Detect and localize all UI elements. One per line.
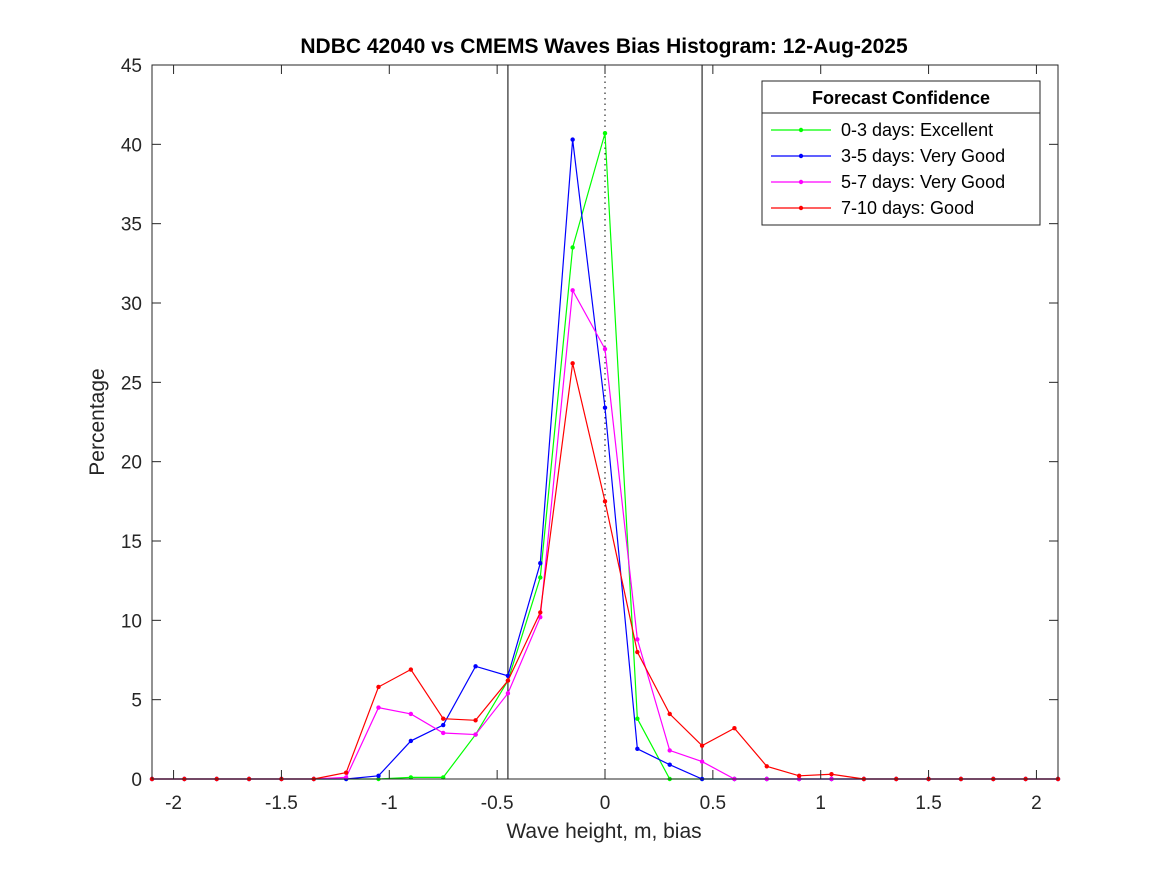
x-axis: -2 -1.5 -1 -0.5 0 0.5 1 1.5 2 [165,65,1042,814]
data-point [635,716,640,721]
y-axis-label: Percentage [86,368,109,475]
data-point [408,667,414,672]
chart-title: NDBC 42040 vs CMEMS Waves Bias Histogram… [300,35,908,58]
data-point [570,245,575,250]
legend-swatch-marker [798,205,804,211]
data-point [505,678,511,683]
data-point [473,664,478,669]
data-point [602,405,608,410]
legend-swatch-marker [798,127,804,133]
legend-label: 3-5 days: Very Good [841,146,1005,166]
data-point [505,691,511,696]
data-point [376,773,381,779]
legend-title: Forecast Confidence [812,88,990,108]
legend-box [761,80,1041,226]
data-point [699,759,705,764]
legend-label: 5-7 days: Very Good [841,172,1005,192]
y-tick-label: 30 [121,294,142,315]
data-point [667,762,672,767]
y-tick-label: 25 [121,373,142,394]
legend-item: 3-5 days: Very Good [771,146,1005,166]
data-point [408,711,414,717]
x-tick-label: -2 [165,793,182,814]
x-tick-label: -0.5 [481,793,514,814]
y-tick-label: 20 [121,453,142,474]
y-tick-label: 35 [121,215,142,236]
data-point [343,770,349,775]
data-point [667,711,672,717]
data-point [473,718,478,723]
legend-item: 0-3 days: Excellent [771,120,993,140]
y-tick-label: 40 [121,135,142,156]
data-point [796,773,802,779]
legend-swatch-marker [798,153,804,159]
y-axis: 0 5 10 15 20 25 30 35 40 45 [121,56,1058,791]
data-point [667,748,672,753]
y-tick-label: 5 [131,691,142,712]
data-point [602,346,608,352]
legend-item: 5-7 days: Very Good [771,172,1005,192]
x-tick-label: 0.5 [700,793,726,814]
data-point [699,743,705,748]
data-point [538,561,543,566]
y-tick-label: 10 [121,611,142,632]
y-tick-label: 0 [131,770,142,791]
data-point [473,732,478,737]
legend-item: 7-10 days: Good [771,198,974,218]
y-tick-label: 15 [121,532,142,553]
x-tick-label: -1 [381,793,398,814]
data-point [764,764,769,769]
x-tick-label: 1.5 [915,793,941,814]
data-point [732,726,737,731]
data-point [570,288,575,293]
y-tick-label: 45 [121,56,142,77]
data-point [635,746,640,752]
legend-label: 0-3 days: Excellent [841,120,993,140]
data-point [376,705,381,710]
legend-label: 7-10 days: Good [841,198,974,218]
data-point [408,738,414,744]
data-point [570,361,575,366]
data-point [441,716,446,721]
data-point [635,649,640,655]
data-point [602,131,608,136]
data-point [829,772,834,777]
data-point [441,722,446,728]
legend-items: 0-3 days: Excellent 3-5 days: Very Good 5-… [771,120,1005,218]
x-axis-label: Wave height, m, bias [506,820,701,843]
legend: Forecast Confidence 0-3 days: Excellent 3… [761,80,1041,226]
data-point [538,610,543,615]
data-point [602,499,608,504]
reference-lines [507,65,703,779]
x-tick-label: -1.5 [265,793,298,814]
x-tick-label: 2 [1031,793,1042,814]
data-point [635,637,640,642]
legend-swatch-marker [798,179,804,185]
data-point [441,730,446,736]
data-point [376,684,381,690]
x-tick-label: 1 [815,793,826,814]
data-point [570,137,575,142]
data-point [538,575,543,580]
x-tick-label: 0 [600,793,611,814]
